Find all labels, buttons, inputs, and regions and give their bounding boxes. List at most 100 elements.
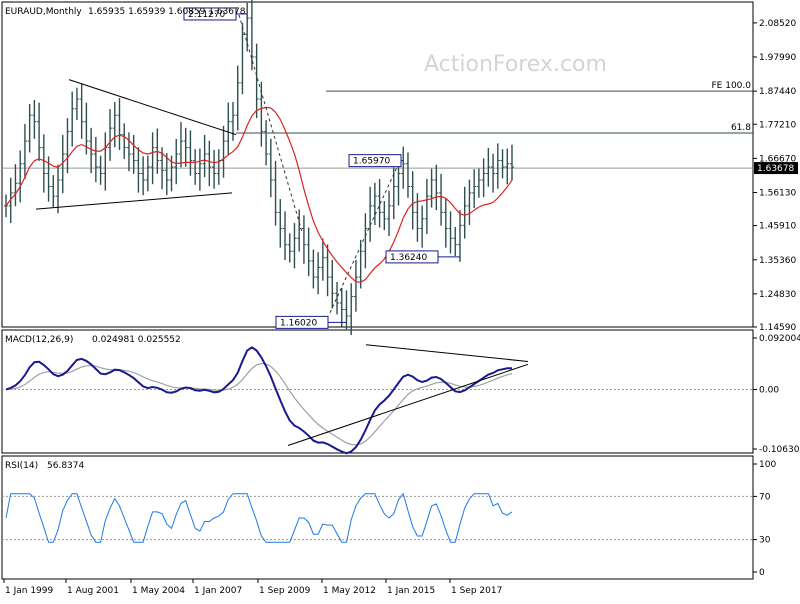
price-bar-9 (46, 156, 51, 202)
price-bar-22 (108, 109, 113, 161)
price-bar-52 (249, 0, 254, 71)
price-layer: FE 100.0 61.8 2.11270 1.16020 1.65970 1.36240 (2, 0, 753, 336)
price-bar-100 (476, 168, 481, 198)
price-bar-43 (207, 140, 212, 187)
price-tick-label-6: 1.45910 (759, 222, 796, 232)
price-bar-24 (117, 98, 122, 150)
price-bar-79 (377, 179, 382, 228)
price-bar-5 (27, 103, 32, 153)
price-bar-50 (240, 22, 245, 95)
price-bar-33 (160, 147, 165, 190)
price-bar-102 (486, 147, 491, 187)
price-bar-46 (221, 125, 226, 178)
price-bar-65 (311, 249, 316, 289)
price-bar-83 (396, 160, 401, 206)
price-bar-8 (41, 134, 46, 193)
price-bar-64 (306, 227, 311, 277)
price-bar-56 (268, 138, 273, 198)
moving-average-line (5, 106, 513, 283)
price-bar-29 (141, 156, 146, 196)
trendline-upper (68, 79, 237, 136)
fib-level-label-0: FE 100.0 (712, 81, 752, 91)
price-bar-18 (89, 127, 94, 174)
price-bar-53 (254, 43, 259, 119)
price-bar-78 (372, 182, 377, 225)
price-bar-98 (467, 179, 472, 225)
x-tick-label-1: 1 Aug 2001 (67, 586, 119, 596)
price-bar-15 (74, 87, 79, 121)
price-bar-104 (495, 143, 500, 189)
price-bar-47 (226, 102, 231, 155)
rsi-layer (2, 492, 753, 543)
price-bar-41 (197, 148, 202, 191)
price-bar-20 (98, 155, 103, 185)
price-bar-106 (505, 148, 510, 185)
price-tick-label-3: 1.77210 (759, 120, 796, 130)
price-bar-14 (70, 91, 75, 147)
x-tick-label-4: 1 Sep 2009 (259, 586, 311, 596)
price-bar-3 (18, 150, 23, 203)
macd-line (5, 346, 513, 455)
price-bar-44 (212, 149, 217, 189)
price-bar-37 (178, 122, 183, 168)
price-bar-96 (457, 210, 462, 262)
annotation-label-2: 1.65970 (353, 157, 390, 167)
price-bar-31 (150, 132, 155, 185)
ohlc-readout: 1.65935 1.65939 1.60859 1.63678 (88, 7, 246, 17)
rsi-readout: 56.8374 (47, 461, 84, 471)
price-bar-71 (339, 287, 344, 327)
macd-layer (2, 344, 753, 455)
price-tick-label-2: 1.87440 (759, 87, 796, 97)
chart-title: EURAUD,Monthly (5, 7, 82, 17)
x-tick-label-7: 1 Sep 2017 (451, 586, 502, 596)
price-bar-59 (283, 211, 288, 260)
price-bar-67 (320, 238, 325, 281)
price-bar-85 (405, 152, 410, 198)
x-tick-label-3: 1 Jan 2007 (194, 586, 242, 596)
price-bar-105 (500, 149, 505, 179)
annotation-label-1: 1.16020 (280, 318, 317, 328)
price-bar-57 (273, 160, 278, 226)
price-bar-107 (510, 144, 514, 181)
trendline-lower (35, 192, 233, 210)
price-bar-7 (37, 102, 42, 161)
price-bar-23 (112, 101, 117, 148)
macd-tick-label-2: -0.106308 (759, 445, 800, 455)
price-bar-40 (193, 149, 198, 185)
rsi-tick-label-1: 70 (759, 492, 771, 502)
price-bar-49 (235, 65, 240, 131)
x-tick-label-6: 1 Jan 2015 (387, 586, 435, 596)
macd-tick-label-1: 0.00 (759, 385, 779, 395)
price-bar-26 (126, 132, 131, 172)
price-bar-76 (363, 213, 368, 269)
price-bar-99 (472, 169, 477, 209)
macd-trendline-lower (287, 363, 529, 446)
price-bar-21 (103, 132, 108, 191)
price-bar-58 (278, 199, 283, 248)
price-bar-66 (316, 252, 321, 295)
price-bar-6 (32, 100, 37, 139)
price-tick-label-7: 1.35360 (759, 256, 796, 266)
price-bar-90 (429, 168, 434, 208)
price-bar-75 (358, 239, 363, 289)
price-bar-70 (335, 281, 340, 315)
current-price-box (754, 162, 798, 175)
price-bar-61 (292, 223, 297, 269)
price-bar-94 (448, 211, 453, 254)
macd-trendline-upper (365, 344, 529, 363)
price-bar-42 (202, 134, 207, 178)
macd-signal-line (5, 362, 513, 446)
current-price-label: 1.63678 (757, 164, 794, 174)
price-bar-73 (349, 283, 354, 336)
price-bar-88 (420, 205, 425, 248)
rsi-line (5, 492, 513, 543)
price-bar-86 (410, 171, 415, 230)
fib-dashed-2 (329, 160, 401, 313)
rsi-tick-label-3: 0 (759, 568, 765, 578)
price-bar-25 (122, 123, 127, 159)
price-bar-19 (93, 136, 98, 183)
price-bar-39 (188, 130, 193, 176)
price-bar-2 (13, 164, 18, 207)
price-bar-103 (491, 153, 496, 193)
x-tick-label-0: 1 Jan 1999 (5, 586, 53, 596)
